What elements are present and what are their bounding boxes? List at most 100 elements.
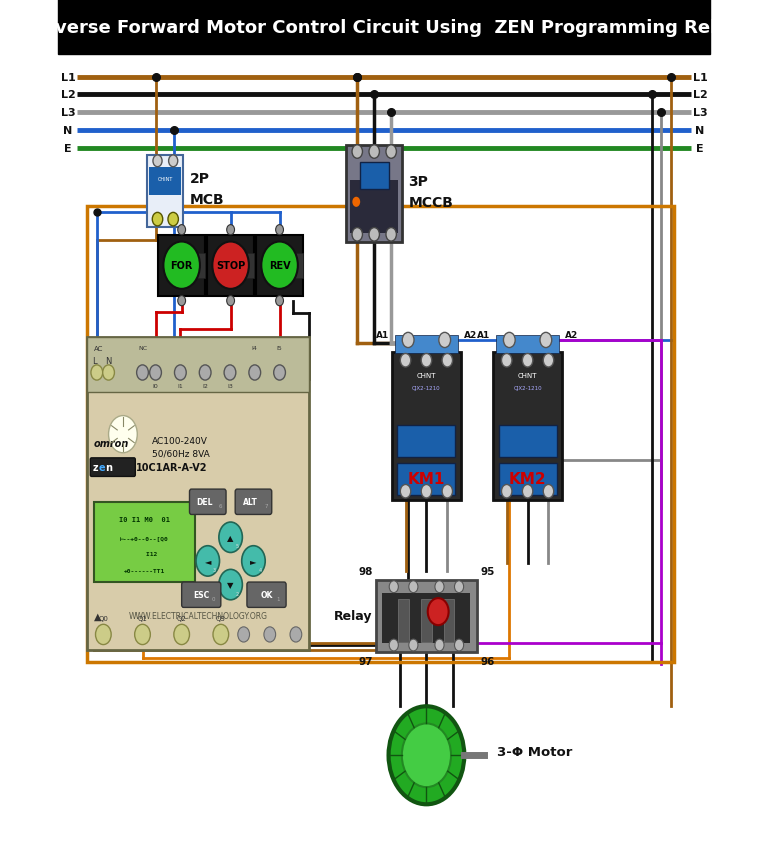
Text: 3-Φ Motor: 3-Φ Motor	[497, 744, 572, 758]
Circle shape	[212, 242, 249, 289]
Text: I12: I12	[131, 552, 157, 557]
Circle shape	[249, 365, 260, 381]
Circle shape	[168, 214, 178, 227]
Text: L2: L2	[693, 90, 707, 100]
Circle shape	[435, 640, 444, 652]
Text: I5: I5	[276, 346, 283, 351]
Text: L3: L3	[61, 108, 75, 118]
Bar	[376, 581, 477, 652]
Text: 96: 96	[480, 657, 495, 666]
Text: CHNT: CHNT	[417, 373, 436, 379]
Text: L1: L1	[61, 73, 75, 83]
Bar	[147, 155, 184, 227]
Circle shape	[227, 296, 234, 306]
Circle shape	[400, 354, 411, 368]
Circle shape	[219, 522, 243, 553]
Text: 0: 0	[211, 597, 215, 602]
Bar	[360, 163, 389, 190]
Bar	[421, 599, 432, 641]
Text: A1: A1	[376, 331, 389, 340]
Text: Q1: Q1	[137, 614, 147, 621]
Text: L2: L2	[61, 90, 75, 100]
Text: omron: omron	[94, 438, 129, 448]
Bar	[346, 145, 402, 243]
Text: L3: L3	[693, 108, 707, 118]
FancyBboxPatch shape	[247, 582, 286, 608]
Text: z: z	[92, 463, 98, 473]
Text: OK: OK	[260, 591, 273, 599]
Circle shape	[164, 242, 200, 289]
Text: KM2: KM2	[508, 472, 546, 486]
Text: 97: 97	[358, 657, 372, 666]
Circle shape	[276, 296, 283, 306]
Text: CJX2-1210: CJX2-1210	[513, 386, 542, 390]
Circle shape	[389, 706, 465, 804]
Circle shape	[522, 484, 533, 498]
Bar	[207, 235, 254, 296]
Circle shape	[196, 546, 220, 576]
Circle shape	[543, 354, 554, 368]
Text: I0 I1 M0  01: I0 I1 M0 01	[118, 517, 170, 522]
Text: 2P: 2P	[190, 172, 210, 186]
Text: 95: 95	[480, 566, 495, 576]
Text: I3: I3	[227, 384, 233, 389]
Circle shape	[174, 365, 186, 381]
Bar	[397, 464, 455, 496]
Text: KM1: KM1	[408, 472, 445, 486]
Text: ▲: ▲	[94, 611, 101, 621]
Circle shape	[389, 640, 399, 652]
Text: e: e	[99, 463, 105, 473]
FancyBboxPatch shape	[235, 490, 272, 515]
Text: MCCB: MCCB	[409, 196, 453, 209]
Bar	[444, 599, 455, 641]
Text: N: N	[105, 356, 111, 365]
Circle shape	[428, 598, 449, 625]
Circle shape	[276, 225, 283, 235]
Text: N: N	[695, 126, 704, 136]
Bar	[397, 426, 455, 458]
Text: 4: 4	[258, 567, 262, 572]
Circle shape	[169, 156, 177, 167]
Bar	[496, 335, 559, 354]
Bar	[94, 502, 195, 582]
Circle shape	[224, 365, 236, 381]
Text: CJX2-1210: CJX2-1210	[412, 386, 441, 390]
Bar	[58, 0, 710, 55]
Circle shape	[540, 333, 551, 348]
Text: Relay: Relay	[334, 609, 372, 623]
Text: 2: 2	[236, 591, 239, 596]
Circle shape	[103, 365, 114, 381]
Text: A2: A2	[565, 331, 578, 340]
Text: 1: 1	[276, 597, 280, 602]
Circle shape	[242, 546, 265, 576]
Circle shape	[174, 625, 190, 645]
Circle shape	[455, 640, 464, 652]
Text: ◄: ◄	[204, 557, 211, 565]
Text: Q3: Q3	[216, 614, 226, 621]
Bar	[392, 353, 461, 500]
Circle shape	[439, 333, 451, 348]
Circle shape	[402, 723, 451, 787]
Text: I1: I1	[177, 384, 184, 389]
Circle shape	[421, 354, 432, 368]
Circle shape	[386, 228, 396, 242]
Circle shape	[134, 625, 151, 645]
Text: Q0: Q0	[98, 614, 108, 621]
Circle shape	[455, 581, 464, 592]
Text: 10C1AR-A-V2: 10C1AR-A-V2	[136, 463, 207, 473]
Text: E: E	[65, 143, 72, 154]
Text: I2: I2	[202, 384, 208, 389]
Circle shape	[108, 416, 137, 453]
Bar	[149, 168, 181, 196]
Circle shape	[238, 627, 250, 642]
Circle shape	[177, 225, 186, 235]
Text: CHINT: CHINT	[157, 177, 173, 181]
Text: 6: 6	[219, 504, 223, 509]
Text: 98: 98	[358, 566, 372, 576]
Text: 5: 5	[236, 544, 239, 549]
Circle shape	[409, 640, 418, 652]
Circle shape	[504, 333, 515, 348]
Circle shape	[421, 484, 432, 498]
Text: Reverse Forward Motor Control Circuit Using  ZEN Programming Relay: Reverse Forward Motor Control Circuit Us…	[28, 19, 740, 37]
Text: NC: NC	[138, 346, 147, 351]
